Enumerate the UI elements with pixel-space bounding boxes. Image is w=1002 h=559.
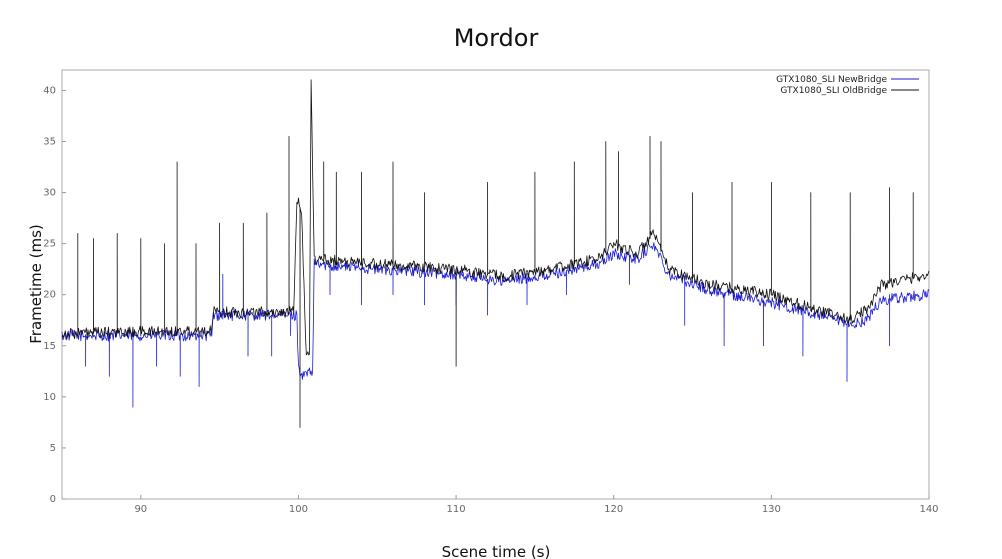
y-tick-label: 5 bbox=[50, 443, 56, 454]
x-tick-label: 130 bbox=[762, 504, 781, 515]
legend-label: GTX1080_SLI NewBridge bbox=[776, 75, 887, 85]
y-tick-label: 25 bbox=[43, 239, 56, 250]
series-newbridge bbox=[61, 242, 930, 408]
y-tick-label: 30 bbox=[43, 188, 56, 199]
plot-frame bbox=[61, 69, 930, 500]
x-tick-label: 90 bbox=[134, 504, 147, 515]
series-line bbox=[61, 79, 930, 428]
chart-title: Mordor bbox=[454, 24, 539, 52]
x-tick-label: 110 bbox=[447, 504, 466, 515]
series-line bbox=[61, 242, 930, 408]
y-tick-label: 15 bbox=[43, 341, 56, 352]
y-tick-label: 10 bbox=[43, 392, 56, 403]
y-tick-label: 0 bbox=[50, 494, 56, 505]
y-axis-label: Frametime (ms) bbox=[27, 224, 45, 344]
x-tick-label: 140 bbox=[919, 504, 938, 515]
series-oldbridge bbox=[61, 79, 930, 428]
x-axis: 90 100 110 120 130 140 bbox=[134, 495, 939, 515]
legend-label: GTX1080_SLI OldBridge bbox=[780, 86, 887, 96]
series-layer bbox=[61, 79, 930, 428]
y-tick-label: 40 bbox=[43, 85, 56, 96]
y-tick-label: 35 bbox=[43, 137, 56, 148]
x-tick-label: 120 bbox=[604, 504, 623, 515]
y-tick-label: 20 bbox=[43, 290, 56, 301]
x-axis-label: Scene time (s) bbox=[442, 543, 551, 559]
y-axis: 0 5 10 15 20 25 30 35 40 bbox=[43, 85, 66, 505]
x-tick-label: 100 bbox=[289, 504, 308, 515]
